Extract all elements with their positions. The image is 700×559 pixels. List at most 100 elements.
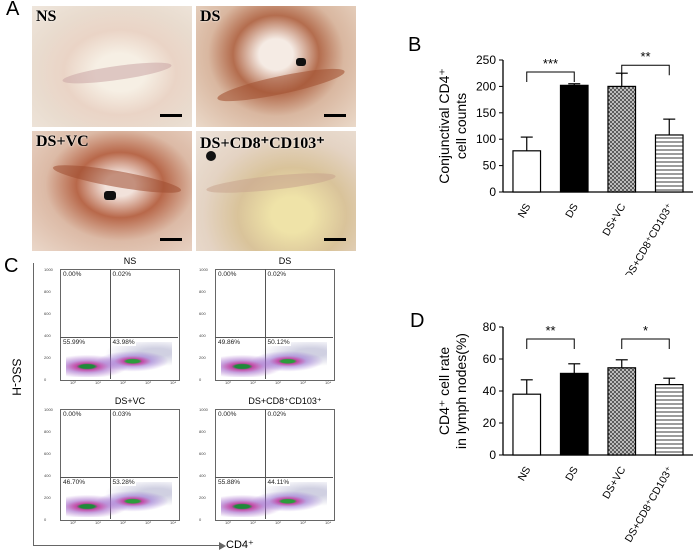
y-tick-label: 40 [483, 384, 497, 398]
flow-y-tick: 800 [199, 289, 206, 294]
flow-y-tick: 200 [199, 495, 206, 500]
significance-label: ** [545, 323, 555, 338]
chart-panel-d: 0 20 40 60 80 CD4⁺ cell ratein lymph nodes(%)… [436, 320, 693, 545]
flow-cytometry-panel: SSC-H CD4⁺ NS 0.00% 0.02% 55.99% 43.98% 1000 8… [0, 255, 380, 559]
bar [559, 372, 589, 456]
panel-letter-b: B [408, 34, 422, 56]
scale-bar [160, 114, 182, 117]
flow-y-tick: 800 [44, 429, 51, 434]
quadrant-ul-percent: 0.00% [217, 271, 238, 278]
panel-letter-c: C [4, 255, 19, 277]
chart-panel-b: 0 50 100 150 200 250 Conjunctival CD4⁺cell cou… [436, 49, 693, 275]
flow-x-tick: 10¹ [95, 380, 101, 385]
y-axis-label: Conjunctival CD4⁺cell counts [436, 68, 469, 184]
quadrant-lr-percent: 50.12% [266, 339, 291, 347]
flow-x-tick: 10² [120, 520, 126, 525]
flow-y-tick: 600 [199, 311, 206, 316]
flow-event-cloud [221, 481, 327, 517]
flow-y-axis-line [33, 263, 34, 546]
x-tick-label: NS [516, 202, 534, 221]
histology-label: DS+CD8⁺CD103⁺ [200, 135, 325, 152]
flow-plot-title: DS+CD8⁺CD103⁺ [248, 396, 322, 406]
quadrant-ur-percent: 0.02% [111, 271, 132, 278]
gate-horizontal-line [60, 477, 178, 479]
flow-plot: DS 0.00% 0.02% 49.86% 50.12% 1000 800 600 400 200… [199, 256, 355, 385]
flow-y-tick: 400 [44, 333, 51, 338]
y-tick-label: 50 [483, 159, 497, 173]
significance-label: ** [640, 49, 650, 64]
flow-plot: NS 0.00% 0.02% 55.99% 43.98% 1000 800 600 400 200… [44, 256, 200, 385]
flow-y-tick: 600 [199, 451, 206, 456]
significance-bracket [526, 71, 575, 82]
gate-vertical-line [264, 269, 266, 379]
x-tick-label: DS+CD8⁺CD103⁺ [623, 201, 676, 275]
flow-x-tick: 10³ [300, 520, 306, 525]
flow-x-arrow-icon [219, 542, 226, 550]
flow-y-tick: 400 [199, 333, 206, 338]
flow-y-tick: 200 [199, 355, 206, 360]
flow-y-tick: 200 [44, 355, 51, 360]
flow-y-tick: 0 [199, 377, 202, 382]
flow-y-tick: 400 [44, 473, 51, 478]
gate-horizontal-line [60, 337, 178, 339]
flow-x-tick: 10⁰ [70, 380, 77, 385]
y-tick-label: 60 [483, 352, 497, 366]
flow-x-tick: 10² [275, 380, 281, 385]
flow-plot-title: DS+VC [114, 396, 146, 406]
flow-x-tick: 10¹ [250, 380, 256, 385]
flow-x-axis-title: CD4⁺ [226, 539, 254, 551]
gate-horizontal-line [215, 337, 333, 339]
x-tick-label: NS [516, 465, 534, 484]
quadrant-ll-percent: 49.86% [217, 339, 242, 347]
x-tick-label: DS+VC [600, 464, 628, 501]
y-tick-label: 0 [489, 448, 496, 462]
flow-y-tick: 1000 [199, 267, 208, 272]
flow-x-tick: 10³ [145, 380, 151, 385]
flow-y-tick: 0 [44, 377, 47, 382]
scale-bar [324, 238, 346, 241]
significance-bracket [621, 338, 670, 349]
quadrant-ur-percent: 0.02% [266, 411, 287, 418]
flow-y-tick: 200 [44, 495, 51, 500]
flow-x-tick: 10⁴ [170, 520, 177, 525]
flow-event-cloud [66, 481, 172, 517]
significance-bracket [526, 338, 575, 349]
quadrant-ll-percent: 55.99% [62, 339, 87, 347]
flow-x-tick: 10⁴ [170, 380, 177, 385]
bar [559, 84, 589, 193]
bar [512, 393, 542, 456]
x-tick-label: DS+CD8⁺CD103⁺ [623, 464, 676, 544]
histology-image-ds-vc: DS+VC [32, 131, 192, 251]
flow-y-tick: 600 [44, 311, 51, 316]
bar [607, 85, 637, 193]
quadrant-ur-percent: 0.02% [266, 271, 287, 278]
gate-vertical-line [264, 409, 266, 519]
y-tick-label: 200 [476, 79, 496, 93]
flow-x-tick: 10² [120, 380, 126, 385]
y-tick-label: 250 [476, 53, 496, 67]
flow-x-tick: 10³ [145, 520, 151, 525]
flow-y-tick: 600 [44, 451, 51, 456]
flow-y-tick: 0 [44, 517, 47, 522]
flow-y-tick: 800 [199, 429, 206, 434]
flow-y-tick: 1000 [44, 267, 53, 272]
quadrant-ul-percent: 0.00% [62, 271, 83, 278]
gate-vertical-line [109, 409, 111, 519]
flow-plot-title: NS [123, 256, 137, 266]
flow-event-cloud [221, 341, 327, 377]
x-tick-label: DS [563, 202, 581, 221]
flow-x-tick: 10² [275, 520, 281, 525]
scale-bar [160, 238, 182, 241]
flow-y-tick: 0 [199, 517, 202, 522]
quadrant-lr-percent: 43.98% [111, 339, 136, 347]
flow-y-axis-title: SSC-H [9, 358, 24, 396]
flow-plot: DS+VC 0.00% 0.03% 46.70% 53.28% 1000 800 600 400… [44, 396, 200, 525]
flow-event-cloud [66, 341, 172, 377]
histology-label: NS [36, 8, 57, 25]
flow-x-tick: 10¹ [250, 520, 256, 525]
quadrant-ul-percent: 0.00% [217, 411, 238, 418]
scale-bar [324, 114, 346, 117]
y-tick-label: 0 [489, 185, 496, 199]
flow-x-axis-line [33, 545, 223, 546]
histology-label: DS [200, 8, 221, 25]
